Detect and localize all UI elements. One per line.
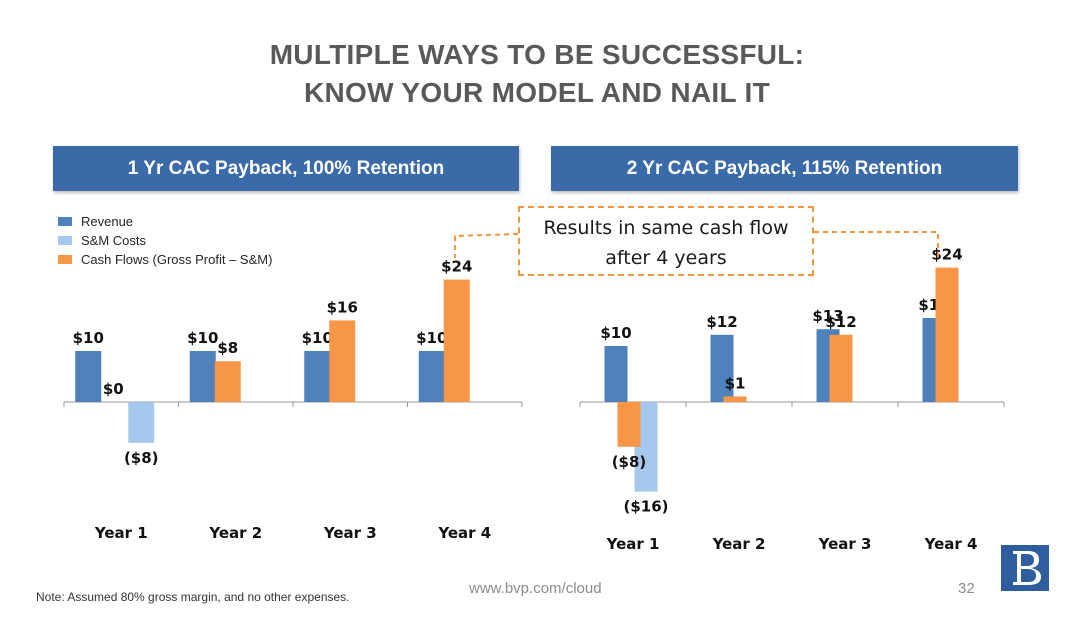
bar-sm-costs <box>128 402 155 443</box>
legend-label-cash-flows: Cash Flows (Gross Profit – S&M) <box>81 252 273 267</box>
chart-legend: Revenue S&M Costs Cash Flows (Gross Prof… <box>58 212 272 269</box>
category-label: Year 3 <box>323 524 377 542</box>
data-label-cash-flows: $24 <box>441 258 472 276</box>
bar-revenue <box>710 334 734 402</box>
data-label-sm-costs: ($16) <box>623 498 668 516</box>
data-label-cash-flows: $0 <box>103 380 124 398</box>
data-label-revenue: $10 <box>73 329 104 347</box>
data-label-cash-flows: ($8) <box>612 453 647 471</box>
bar-cash-flows <box>723 396 747 402</box>
category-label: Year 4 <box>437 524 491 542</box>
data-label-revenue: $10 <box>187 329 218 347</box>
bar-cash-flows <box>443 279 470 402</box>
bar-cash-flows <box>329 320 356 402</box>
data-label-sm-costs: ($8) <box>124 449 159 467</box>
data-label-revenue: $10 <box>416 329 447 347</box>
category-label: Year 1 <box>606 535 660 553</box>
data-label-cash-flows: $12 <box>825 313 856 331</box>
data-label-revenue: $12 <box>706 313 737 331</box>
bar-cash-flows <box>214 361 241 402</box>
legend-item-revenue: Revenue <box>58 212 272 231</box>
category-label: Year 1 <box>94 524 148 542</box>
left-chart-banner: 1 Yr CAC Payback, 100% Retention <box>53 146 519 191</box>
legend-label-revenue: Revenue <box>81 214 134 229</box>
data-label-revenue: $13 <box>812 307 843 325</box>
data-label-revenue: $10 <box>600 324 631 342</box>
page-number: 32 <box>958 580 975 597</box>
bar-revenue <box>75 351 102 402</box>
callout-line1: Results in same cash flow <box>543 217 789 239</box>
slide-title-line2: KNOW YOUR MODEL AND NAIL IT <box>304 77 770 108</box>
bar-cash-flows <box>617 402 641 447</box>
legend-label-sm-costs: S&M Costs <box>81 233 147 248</box>
legend-swatch-sm-costs <box>58 236 72 245</box>
data-label-revenue: $10 <box>302 329 333 347</box>
category-label: Year 2 <box>712 535 766 553</box>
data-label-cash-flows: $24 <box>931 246 962 264</box>
bar-revenue <box>418 351 445 402</box>
legend-item-cash-flows: Cash Flows (Gross Profit – S&M) <box>58 250 272 269</box>
bvp-logo-icon <box>1001 545 1049 591</box>
data-label-cash-flows: $1 <box>725 374 746 392</box>
category-label: Year 2 <box>208 524 262 542</box>
bar-revenue <box>604 346 628 402</box>
right-chart-banner: 2 Yr CAC Payback, 115% Retention <box>551 146 1018 191</box>
bar-revenue <box>304 351 331 402</box>
data-label-cash-flows: $8 <box>217 339 238 357</box>
data-label-cash-flows: $16 <box>327 298 358 316</box>
legend-swatch-revenue <box>58 217 72 226</box>
slide-title: MULTIPLE WAYS TO BE SUCCESSFUL: KNOW YOU… <box>0 36 1074 112</box>
category-label: Year 3 <box>818 535 872 553</box>
footer-url[interactable]: www.bvp.com/cloud <box>469 580 602 597</box>
category-label: Year 4 <box>924 535 978 553</box>
legend-item-sm-costs: S&M Costs <box>58 231 272 250</box>
bar-revenue <box>189 351 216 402</box>
callout-box: Results in same cash flow after 4 years <box>518 206 814 276</box>
bar-cash-flows <box>935 267 959 402</box>
footnote: Note: Assumed 80% gross margin, and no o… <box>36 590 350 604</box>
bar-cash-flows <box>829 334 853 402</box>
callout-line2: after 4 years <box>605 247 727 269</box>
legend-swatch-cash-flows <box>58 255 72 264</box>
slide-title-line1: MULTIPLE WAYS TO BE SUCCESSFUL: <box>269 39 805 70</box>
